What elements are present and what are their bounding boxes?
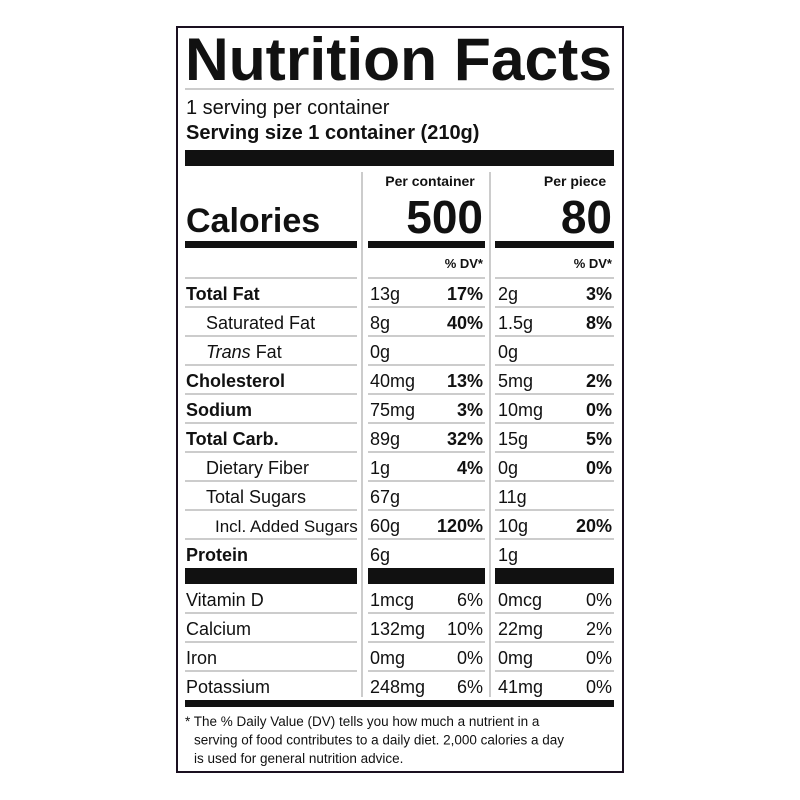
daily-value: 13%: [447, 371, 483, 391]
amount: 89g: [370, 429, 400, 449]
daily-value: 6%: [457, 590, 483, 610]
daily-value: 120%: [437, 516, 483, 536]
amount: 8g: [370, 313, 390, 333]
vitamin-name: Potassium: [186, 677, 270, 697]
calories-value: 80: [561, 191, 612, 243]
thick-bar: [495, 241, 614, 248]
amount: 10g: [498, 516, 528, 536]
amount: 1.5g: [498, 313, 533, 333]
daily-value: 40%: [447, 313, 483, 333]
footnote-line: is used for general nutrition advice.: [194, 751, 403, 766]
amount: 11g: [498, 487, 527, 507]
amount: 1mcg: [370, 590, 414, 610]
title: Nutrition Facts: [185, 26, 612, 93]
daily-value: 0%: [586, 648, 612, 668]
amount: 22mg: [498, 619, 543, 639]
vitamin-name: Iron: [186, 648, 217, 668]
daily-value: 3%: [457, 400, 483, 420]
nutrient-name: Protein: [186, 545, 248, 565]
nutrient-name-italic: Trans: [206, 342, 251, 362]
thick-bar: [185, 150, 614, 166]
amount: 13g: [370, 284, 400, 304]
amount: 0g: [498, 342, 518, 362]
daily-value: 0%: [586, 590, 612, 610]
thick-bar: [185, 241, 357, 248]
nutrient-name: Cholesterol: [186, 371, 285, 391]
thick-bar: [495, 568, 614, 584]
nutrient-name-rest: Fat: [256, 342, 282, 362]
daily-value: 5%: [586, 429, 612, 449]
vitamin-name: Vitamin D: [186, 590, 264, 610]
daily-value: 4%: [457, 458, 483, 478]
thick-bar: [368, 568, 485, 584]
nutrient-name: Trans Fat: [206, 342, 282, 362]
amount: 15g: [498, 429, 528, 449]
daily-value: 0%: [457, 648, 483, 668]
footnote-line: serving of food contributes to a daily d…: [194, 733, 564, 748]
servings: 1 serving per container: [186, 97, 390, 119]
daily-value: 8%: [586, 313, 612, 333]
daily-value: 3%: [586, 284, 612, 304]
daily-value: 0%: [586, 458, 612, 478]
amount: 0mg: [498, 648, 533, 668]
amount: 10mg: [498, 400, 543, 420]
nutrient-name: Dietary Fiber: [206, 458, 309, 478]
amount: 0mcg: [498, 590, 542, 610]
amount: 0mg: [370, 648, 405, 668]
daily-value: 0%: [586, 677, 612, 697]
daily-value: 20%: [576, 516, 612, 536]
nutrient-name: Saturated Fat: [206, 313, 315, 333]
nutrient-name: Total Sugars: [206, 487, 306, 507]
daily-value: 32%: [447, 429, 483, 449]
amount: 40mg: [370, 371, 415, 391]
nutrient-name: Total Fat: [186, 284, 260, 304]
amount: 1g: [498, 545, 518, 565]
nutrient-name: Incl. Added Sugars: [215, 517, 358, 536]
daily-value: 10%: [447, 619, 483, 639]
daily-value: 17%: [447, 284, 483, 304]
amount: 248mg: [370, 677, 425, 697]
amount: 132mg: [370, 619, 425, 639]
daily-value: 2%: [586, 619, 612, 639]
column-header: Per container: [385, 173, 475, 189]
dv-header: % DV*: [445, 256, 484, 271]
amount: 60g: [370, 516, 400, 536]
amount: 2g: [498, 284, 518, 304]
calories-label: Calories: [186, 202, 320, 240]
thick-bar: [185, 568, 357, 584]
amount: 67g: [370, 487, 400, 507]
thick-bar: [185, 700, 614, 707]
amount: 0g: [498, 458, 518, 478]
amount: 0g: [370, 342, 390, 362]
serving-size: Serving size 1 container (210g): [186, 122, 479, 144]
amount: 5mg: [498, 371, 533, 391]
nutrient-name: Total Carb.: [186, 429, 279, 449]
daily-value: 0%: [586, 400, 612, 420]
nutrient-name: Sodium: [186, 400, 252, 420]
amount: 6g: [370, 545, 390, 565]
amount: 41mg: [498, 677, 543, 697]
dv-header: % DV*: [574, 256, 613, 271]
vitamin-name: Calcium: [186, 619, 251, 639]
column-header: Per piece: [544, 173, 606, 189]
calories-value: 500: [406, 191, 483, 243]
thick-bar: [368, 241, 485, 248]
daily-value: 2%: [586, 371, 612, 391]
amount: 75mg: [370, 400, 415, 420]
amount: 1g: [370, 458, 390, 478]
daily-value: 6%: [457, 677, 483, 697]
footnote-line: * The % Daily Value (DV) tells you how m…: [185, 714, 540, 729]
